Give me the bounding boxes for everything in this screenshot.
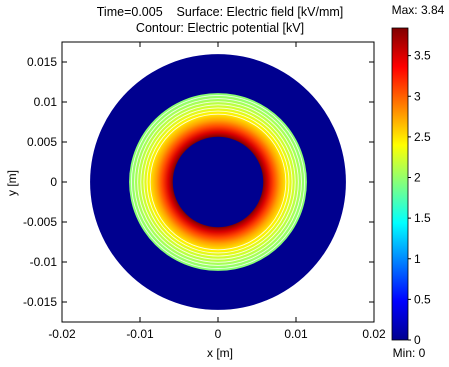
colorbar-tick-label: 1.5: [414, 211, 431, 225]
colorbar-tick-label: 1: [414, 252, 421, 266]
inner-conductor-disc: [172, 136, 264, 228]
colorbar: 0 0.5 1 1.5 2 2.5 3 3.5: [391, 27, 431, 347]
y-tick-label: 0.01: [34, 95, 58, 109]
potential-contour-line: [137, 101, 299, 263]
x-tick-label: -0.02: [48, 327, 76, 341]
potential-contour-line: [130, 94, 306, 270]
colorbar-strip: [391, 27, 409, 341]
axes: -0.02 -0.01 0 0.01 0.02 0.015 0.01 0.005 0 -0.005…: [23, 41, 386, 341]
colorbar-tick-label: 3.5: [414, 49, 431, 63]
x-tick-label: -0.01: [126, 327, 154, 341]
colorbar-tick-label: 2.5: [414, 130, 431, 144]
colorbar-tick-label: 0.5: [414, 292, 431, 306]
potential-contour-line: [140, 104, 296, 260]
y-tick-label: 0: [50, 175, 57, 189]
y-tick-label: -0.01: [30, 255, 58, 269]
chart-title-line1: Time=0.005 Surface: Electric field [kV/m…: [97, 5, 344, 19]
potential-contour-line: [149, 113, 287, 251]
colorbar-tick-label: 2: [414, 171, 421, 185]
y-tick-label: -0.015: [23, 295, 57, 309]
colorbar-tick-label: 0: [414, 333, 421, 347]
colorbar-max-label: Max: 3.84: [392, 3, 445, 17]
potential-contour-line: [146, 110, 290, 254]
x-tick-label: 0: [215, 327, 222, 341]
plot-area: [90, 54, 346, 310]
y-axis-label: y [m]: [5, 170, 19, 196]
y-tick-label: -0.005: [23, 215, 57, 229]
colorbar-min-label: Min: 0: [393, 346, 426, 360]
x-axis-label: x [m]: [207, 346, 233, 360]
x-tick-label: 0.01: [284, 327, 308, 341]
y-tick-label: 0.005: [27, 135, 57, 149]
chart-title-line2: Contour: Electric potential [kV]: [136, 21, 304, 35]
x-tick-label: 0.02: [362, 327, 386, 341]
potential-contour-line: [143, 107, 293, 257]
potential-contour-line: [134, 98, 302, 266]
colorbar-tick-label: 3: [414, 89, 421, 103]
y-tick-label: 0.015: [27, 55, 57, 69]
